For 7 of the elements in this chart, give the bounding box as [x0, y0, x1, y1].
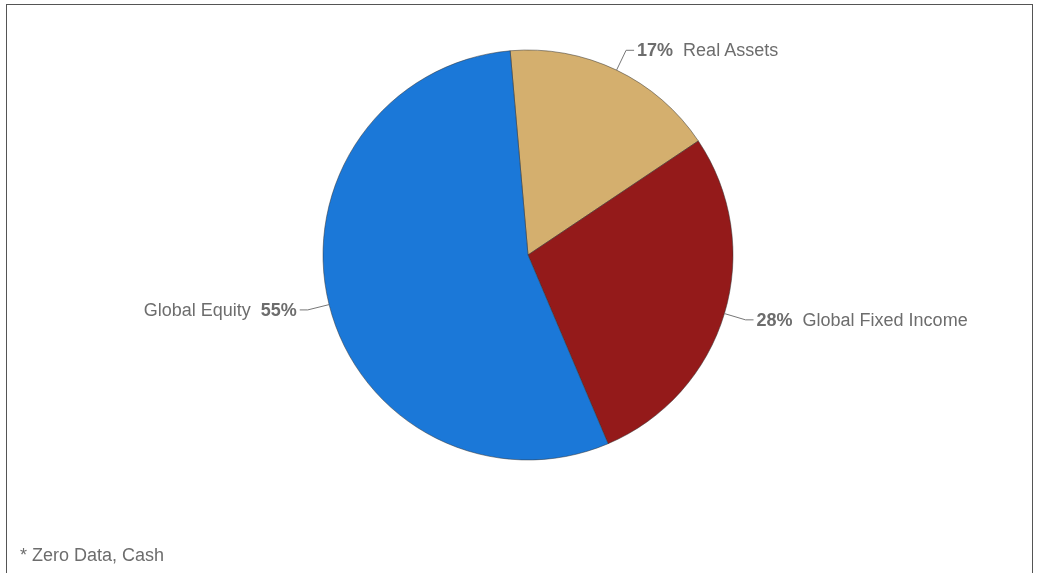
data-label: 55%	[260, 299, 297, 320]
text: * Zero Data, Cash	[20, 545, 165, 565]
slice-label: Real Assets	[683, 40, 779, 61]
data-label: 17%	[637, 40, 674, 61]
slice-label: Global Fixed Income	[802, 309, 968, 330]
data-label: 28%	[756, 309, 793, 330]
slice-label: Global Equity	[143, 299, 251, 320]
